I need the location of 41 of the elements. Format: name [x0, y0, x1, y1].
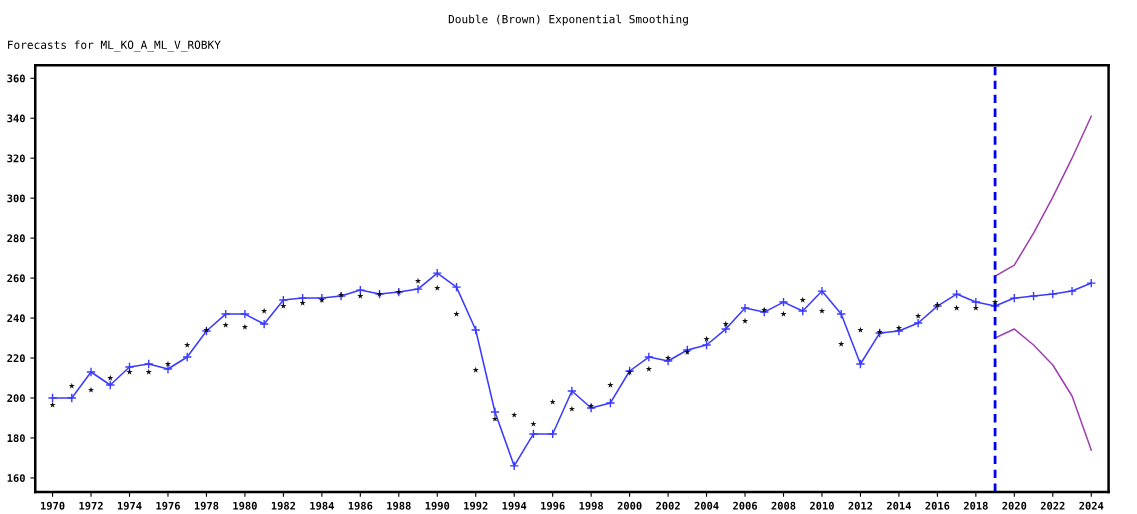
x-tick-label: 2002	[656, 501, 680, 510]
x-tick-label: 2020	[1002, 501, 1027, 510]
x-tick-label: 1976	[156, 501, 180, 510]
y-tick-label: 160	[7, 474, 25, 483]
y-tick-label: 200	[7, 394, 25, 403]
x-tick-label: 2016	[925, 501, 950, 510]
y-tick-label: 220	[7, 354, 25, 363]
x-tick-label: 2004	[694, 501, 719, 510]
x-tick-label: 1982	[271, 501, 296, 510]
y-tick-label: 300	[7, 194, 25, 203]
x-tick-label: 1970	[40, 501, 65, 510]
x-tick-label: 1972	[79, 501, 103, 510]
x-tick-label: 1988	[387, 501, 411, 510]
x-tick-label: 1980	[233, 501, 257, 510]
x-tick-label: 2024	[1079, 501, 1104, 510]
y-tick-label: 360	[7, 74, 25, 83]
x-tick-label: 2000	[617, 501, 642, 510]
x-tick-label: 2014	[886, 501, 911, 510]
x-tick-label: 1986	[348, 501, 373, 510]
y-tick-label: 320	[7, 154, 25, 163]
y-tick-label: 340	[7, 114, 25, 123]
y-tick-label: 260	[7, 274, 25, 283]
x-tick-label: 1994	[502, 501, 527, 510]
x-tick-label: 1996	[541, 501, 565, 510]
x-tick-label: 2022	[1040, 501, 1065, 510]
y-tick-label: 240	[7, 314, 25, 323]
y-tick-label: 180	[7, 434, 25, 443]
x-tick-label: 2012	[848, 501, 873, 510]
x-tick-label: 2008	[771, 501, 796, 510]
x-tick-label: 2006	[733, 501, 758, 510]
x-tick-label: 2010	[810, 501, 834, 510]
chart-title: Double (Brown) Exponential Smoothing	[448, 14, 688, 26]
y-tick-label: 280	[7, 234, 25, 243]
x-tick-label: 1992	[464, 501, 488, 510]
x-tick-label: 1978	[194, 501, 219, 510]
x-tick-label: 1984	[310, 501, 334, 510]
x-tick-label: 2018	[963, 501, 988, 510]
chart-subtitle: Forecasts for ML_KO_A_ML_V_ROBKY	[8, 40, 221, 52]
x-tick-label: 1974	[117, 501, 142, 510]
x-tick-label: 1998	[579, 501, 604, 510]
x-tick-label: 1990	[425, 501, 450, 510]
